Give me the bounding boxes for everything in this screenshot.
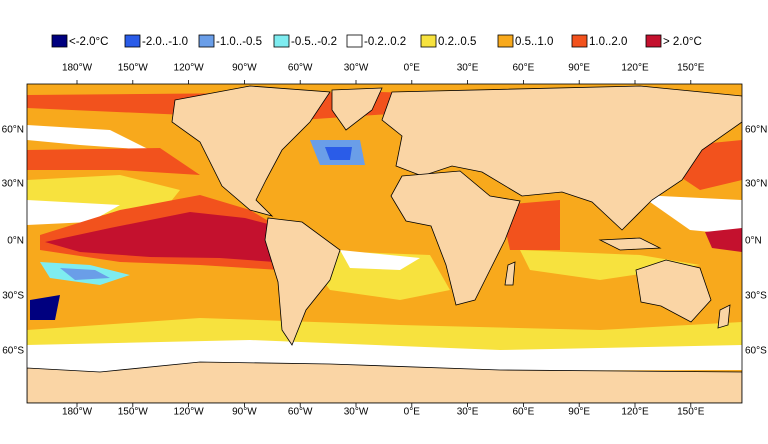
anomaly-area [27, 148, 200, 175]
anomaly-area [705, 228, 742, 252]
lat-label-left: 0°N [7, 236, 24, 247]
legend-label: 0.5..1.0 [515, 36, 553, 48]
legend-swatch [198, 34, 215, 48]
lon-label-bottom: 150°E [677, 407, 705, 418]
legend-label: -1.0..-0.5 [216, 36, 262, 48]
lon-label-bottom: 120°W [174, 407, 205, 418]
lon-label-top: 30°W [344, 63, 369, 74]
legend-swatch [124, 34, 141, 48]
lon-label-top: 60°E [513, 63, 535, 74]
legend-label: -2.0..-1.0 [142, 36, 188, 48]
australia [635, 259, 712, 323]
africa [390, 170, 521, 306]
lat-label-right: 60°S [745, 346, 767, 357]
legend-label: 1.0..2.0 [589, 36, 627, 48]
indonesia [598, 237, 662, 251]
anomaly-area [60, 268, 110, 280]
legend-swatch [273, 34, 290, 48]
lon-label-top: 60°W [288, 63, 313, 74]
legend-swatch [497, 34, 514, 48]
map [27, 84, 742, 403]
anomaly-area [30, 295, 60, 320]
lon-label-top: 120°W [174, 63, 205, 74]
legend-label: 0.2..0.5 [438, 36, 476, 48]
lon-label-bottom: 180°W [62, 407, 93, 418]
lat-label-right: 60°N [745, 125, 767, 136]
map-frame [26, 83, 743, 404]
lat-label-left: 30°N [2, 179, 24, 190]
lat-label-left: 60°N [2, 125, 24, 136]
legend-swatch [571, 34, 588, 48]
anomaly-area [640, 195, 742, 235]
anomaly-area [27, 125, 150, 150]
lon-label-top: 0°E [404, 63, 421, 74]
lon-label-bottom: 90°E [568, 407, 590, 418]
lat-label-right: 30°S [745, 291, 767, 302]
legend-swatch [645, 34, 662, 48]
lon-label-top: 90°E [568, 63, 590, 74]
legend-label: > 2.0°C [663, 36, 702, 48]
south-america [264, 217, 341, 346]
axes: 180°W 180°W 150°W 150°W 120°W 120°W 90°W 90°W 60… [2, 63, 768, 418]
new-zealand [717, 304, 731, 329]
anomaly-area [27, 200, 120, 225]
lon-label-bottom: 120°E [621, 407, 649, 418]
madagascar [504, 261, 516, 286]
lat-label-left: 60°S [2, 346, 24, 357]
legend-swatch [51, 34, 68, 48]
lat-label-left: 30°S [2, 291, 24, 302]
legend-label: -0.2..0.2 [364, 36, 406, 48]
anomaly-area [520, 250, 700, 280]
legend-swatch [346, 34, 363, 48]
lon-label-top: 120°E [621, 63, 649, 74]
lon-label-bottom: 0°E [404, 407, 421, 418]
lon-label-bottom: 30°E [457, 407, 479, 418]
antarctica [27, 361, 742, 403]
anomaly-area [45, 212, 275, 262]
lon-label-bottom: 90°W [232, 407, 257, 418]
lon-label-bottom: 60°W [288, 407, 313, 418]
lon-label-bottom: 60°E [513, 407, 535, 418]
lon-label-top: 150°W [118, 63, 149, 74]
lon-label-top: 180°W [62, 63, 93, 74]
anomaly-area [325, 147, 352, 160]
legend: <-2.0°C -2.0..-1.0 -1.0..-0.5 -0.5..-0.2 -0.… [51, 34, 702, 48]
lon-label-bottom: 150°W [118, 407, 149, 418]
legend-label: -0.5..-0.2 [291, 36, 337, 48]
lat-label-right: 30°N [745, 179, 767, 190]
lon-label-bottom: 30°W [344, 407, 369, 418]
legend-label: <-2.0°C [69, 36, 108, 48]
north-america [171, 85, 331, 217]
greenland [331, 87, 383, 131]
anomaly-area [340, 250, 420, 270]
lat-label-right: 0°N [745, 236, 762, 247]
lon-label-top: 90°W [232, 63, 257, 74]
lon-label-top: 30°E [457, 63, 479, 74]
eurasia [381, 85, 742, 231]
lon-label-top: 150°E [677, 63, 705, 74]
legend-swatch [420, 34, 437, 48]
land [27, 85, 742, 403]
